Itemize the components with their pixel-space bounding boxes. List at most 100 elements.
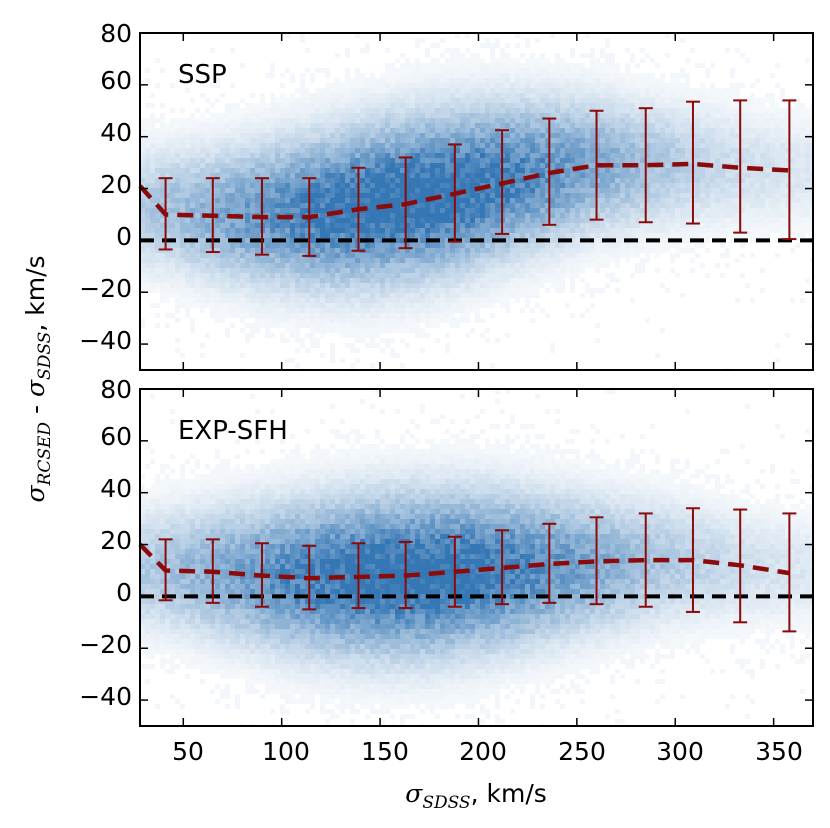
density-cell (480, 153, 485, 158)
density-cell (375, 238, 380, 243)
density-cell (285, 273, 290, 278)
density-cell (550, 258, 555, 263)
density-cell (525, 123, 530, 128)
density-cell (320, 108, 325, 113)
density-cell (305, 173, 310, 178)
density-cell (510, 103, 515, 108)
density-cell (425, 73, 430, 78)
density-cell (380, 293, 385, 298)
density-cell (310, 328, 315, 333)
density-cell (245, 148, 250, 153)
density-cell (430, 303, 435, 308)
density-cell (360, 123, 365, 128)
density-cell (200, 113, 205, 118)
density-cell (585, 133, 590, 138)
density-cell (520, 273, 525, 278)
density-cell (305, 283, 310, 288)
density-cell (265, 143, 270, 148)
density-cell (405, 263, 410, 268)
density-cell (600, 263, 605, 268)
density-cell (370, 133, 375, 138)
density-cell (430, 113, 435, 118)
density-cell (415, 318, 420, 323)
density-cell (470, 88, 475, 93)
density-cell (235, 123, 240, 128)
density-cell (265, 203, 270, 208)
density-cell (415, 288, 420, 293)
density-cell (275, 188, 280, 193)
density-cell (170, 258, 175, 263)
density-cell (180, 203, 185, 208)
density-cell (265, 223, 270, 228)
density-cell (375, 78, 380, 83)
density-cell (290, 73, 295, 78)
density-cell (330, 133, 335, 138)
density-cell (420, 293, 425, 298)
density-cell (205, 298, 210, 303)
density-cell (375, 93, 380, 98)
density-cell (610, 193, 615, 198)
density-cell (530, 213, 535, 218)
density-cell (145, 198, 150, 203)
density-cell (535, 113, 540, 118)
density-cell (160, 188, 165, 193)
density-cell (570, 258, 575, 263)
density-cell (585, 228, 590, 233)
density-cell (425, 313, 430, 318)
density-cell (485, 293, 490, 298)
density-cell (340, 93, 345, 98)
density-cell (280, 98, 285, 103)
density-cell (420, 218, 425, 223)
density-cell (470, 283, 475, 288)
density-cell (515, 108, 520, 113)
density-cell (205, 293, 210, 298)
density-cell (285, 258, 290, 263)
density-cell (250, 108, 255, 113)
density-cell (380, 168, 385, 173)
density-cell (205, 303, 210, 308)
density-cell (210, 113, 215, 118)
density-cell (595, 263, 600, 268)
density-cell (480, 278, 485, 283)
density-cell (175, 258, 180, 263)
density-cell (140, 248, 145, 253)
density-cell (560, 143, 565, 148)
density-cell (365, 248, 370, 253)
density-cell (465, 108, 470, 113)
density-cell (580, 313, 585, 318)
density-cell (445, 103, 450, 108)
density-cell (610, 218, 615, 223)
density-cell (260, 168, 265, 173)
density-cell (245, 113, 250, 118)
density-cell (455, 118, 460, 123)
density-cell (545, 123, 550, 128)
density-cell (310, 158, 315, 163)
density-cell (625, 143, 630, 148)
density-cell (220, 298, 225, 303)
density-cell (290, 178, 295, 183)
density-cell (260, 318, 265, 323)
density-cell (385, 173, 390, 178)
density-cell (610, 228, 615, 233)
density-cell (255, 248, 260, 253)
density-cell (265, 208, 270, 213)
density-cell (455, 218, 460, 223)
density-cell (305, 98, 310, 103)
density-cell (515, 143, 520, 148)
density-cell (170, 223, 175, 228)
density-cell (520, 123, 525, 128)
density-cell (490, 268, 495, 273)
density-cell (560, 203, 565, 208)
density-cell (570, 263, 575, 268)
density-cell (260, 308, 265, 313)
density-cell (410, 243, 415, 248)
density-cell (435, 248, 440, 253)
density-cell (520, 73, 525, 78)
density-cell (400, 238, 405, 243)
density-cell (355, 123, 360, 128)
density-cell (300, 153, 305, 158)
density-cell (155, 158, 160, 163)
density-cell (160, 143, 165, 148)
density-cell (610, 123, 615, 128)
density-cell (335, 93, 340, 98)
